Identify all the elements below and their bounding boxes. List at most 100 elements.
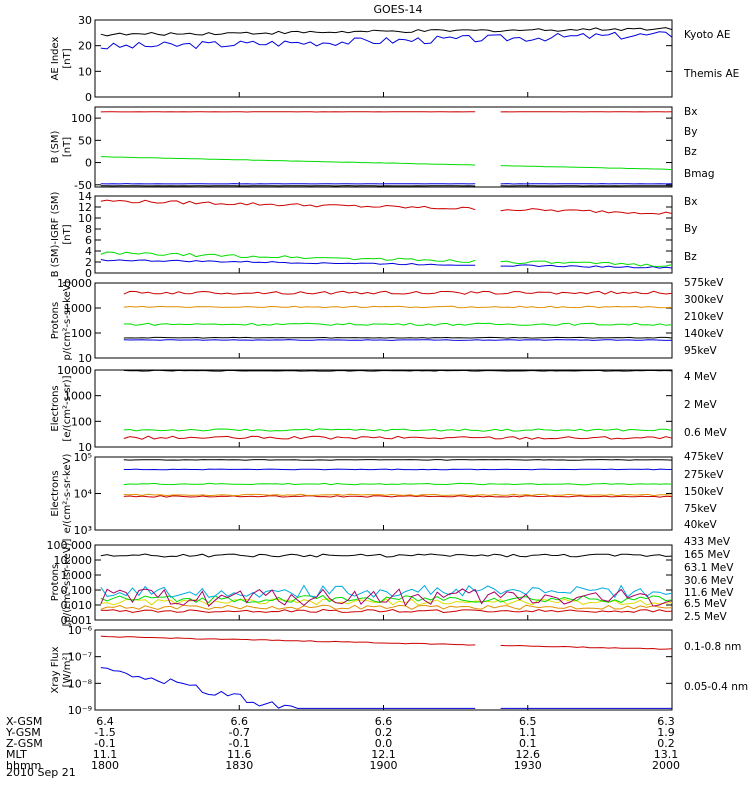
legend-entry: 2 MeV bbox=[684, 399, 718, 411]
y-tick-label: 10⁻⁹ bbox=[68, 704, 92, 717]
y-tick-label: 6 bbox=[85, 234, 92, 247]
y-tick-label: 10 bbox=[78, 65, 92, 78]
x-row-value: -0.1 bbox=[229, 737, 250, 750]
series-line-275kev bbox=[123, 493, 673, 497]
series-line-0-05-0-4-nm bbox=[100, 667, 476, 709]
y-tick-label: 10⁵ bbox=[74, 451, 92, 464]
x-row-value: 12.1 bbox=[371, 748, 396, 761]
series-line-themis-ae bbox=[100, 27, 673, 37]
series-line-30-6-mev bbox=[100, 594, 673, 604]
y-axis-label: [nT] bbox=[62, 48, 73, 68]
y-axis-label: p/(cm²-s-sr-keV) bbox=[62, 280, 73, 360]
y-tick-label: 30 bbox=[78, 14, 92, 27]
series-line-75kev bbox=[123, 468, 673, 471]
y-tick-label: 10⁻⁷ bbox=[68, 651, 92, 664]
y-axis-label: [nT] bbox=[62, 224, 73, 244]
y-tick-label: 0.001 bbox=[61, 614, 93, 627]
legend-entry: By bbox=[684, 223, 697, 235]
series-line-2-5-mev bbox=[100, 553, 673, 558]
panel-frame bbox=[94, 106, 673, 188]
panel-4: 10000 1000 100 10 Protons p/(cm²-s-sr-keV) 575… bbox=[50, 277, 724, 365]
y-tick-label: 1000 bbox=[64, 390, 92, 403]
y-tick-label: 0 bbox=[85, 267, 92, 280]
y-tick-label: 10000 bbox=[57, 277, 92, 290]
y-axis-label: [nT] bbox=[62, 137, 73, 157]
y-tick-label: 10³ bbox=[74, 524, 92, 537]
x-row-value: -1.5 bbox=[94, 726, 115, 739]
series-line-0-1-0-8-nm bbox=[100, 635, 476, 646]
y-tick-label: 10000 bbox=[57, 364, 92, 377]
series-line-165-mev bbox=[100, 604, 673, 611]
x-row-value: 6.3 bbox=[657, 715, 675, 728]
legend-entry: 210keV bbox=[684, 311, 724, 323]
legend-entry: 0.1-0.8 nm bbox=[684, 641, 741, 653]
y-tick-label: 10⁻⁸ bbox=[68, 677, 93, 690]
y-axis-label: Protons bbox=[50, 302, 61, 339]
legend-entry: 30.6 MeV bbox=[684, 575, 734, 587]
series-line-300kev bbox=[123, 305, 673, 309]
legend-entry: 75keV bbox=[684, 503, 718, 515]
y-axis-label: [e/(cm²-s-sr)] bbox=[62, 375, 73, 441]
legend-entry: 165 MeV bbox=[684, 549, 731, 561]
x-row-value: 6.6 bbox=[375, 715, 393, 728]
panel-8: 10⁻⁶ 10⁻⁷ 10⁻⁸ 10⁻⁹ Xray Flux [W/m²] 0.1-0.8 n… bbox=[50, 624, 748, 717]
legend-entry: Bz bbox=[684, 146, 697, 158]
series-line-kyoto-ae bbox=[100, 31, 673, 50]
series-line-by bbox=[100, 156, 476, 166]
series-line-150kev bbox=[123, 482, 673, 486]
legend-entry: Themis AE bbox=[683, 68, 739, 80]
legend-entry: 0.05-0.4 nm bbox=[684, 681, 748, 693]
panel-frame bbox=[94, 456, 673, 531]
y-tick-label: 0 bbox=[85, 91, 92, 104]
legend-entry: 150keV bbox=[684, 486, 724, 498]
y-axis-label: B (SM)-IGRF (SM) bbox=[50, 192, 61, 278]
panel-frame bbox=[94, 195, 673, 274]
legend-entry: 275keV bbox=[684, 469, 724, 481]
y-tick-label: 10 bbox=[78, 441, 92, 454]
x-row-value: 6.6 bbox=[231, 715, 249, 728]
series-line-0-6-mev bbox=[123, 369, 673, 372]
x-row-label: Y-GSM bbox=[5, 726, 41, 739]
y-tick-label: 100 bbox=[71, 112, 92, 125]
y-tick-label: 10⁴ bbox=[74, 488, 93, 501]
x-row-value: 12.6 bbox=[516, 748, 541, 761]
legend-entry: 575keV bbox=[684, 277, 724, 289]
legend-entry: 0.6 MeV bbox=[684, 427, 728, 439]
x-row-value: 1830 bbox=[225, 759, 253, 772]
legend-entry: Bz bbox=[684, 251, 697, 263]
x-row-value: 11.1 bbox=[93, 748, 118, 761]
y-tick-label: 1000 bbox=[64, 302, 92, 315]
y-tick-label: 50 bbox=[78, 134, 92, 147]
x-row-value: 0.0 bbox=[375, 737, 393, 750]
panel-frame bbox=[94, 19, 673, 98]
series-line-bx bbox=[500, 264, 673, 269]
legend-entry: 63.1 MeV bbox=[684, 562, 734, 574]
series-line-by bbox=[100, 251, 476, 263]
legend-entry: 2.5 MeV bbox=[684, 611, 728, 623]
legend-entry: 11.6 MeV bbox=[684, 587, 734, 599]
y-axis-label: [W/m²] bbox=[62, 652, 73, 687]
series-line-2-mev bbox=[123, 428, 673, 432]
series-line-by bbox=[500, 260, 673, 267]
legend-entry: By bbox=[684, 126, 697, 138]
x-row-value: 1930 bbox=[514, 759, 542, 772]
x-axis-table: X-GSM 6.4 6.6 6.6 6.5 6.3 Y-GSM -1.5 -0.7 0.2 1.1 1… bbox=[5, 715, 680, 772]
y-axis-label: Protons bbox=[50, 564, 61, 601]
x-row-value: 6.4 bbox=[96, 715, 114, 728]
series-line-95kev bbox=[123, 336, 673, 339]
panel-7: 100.000 10.000 1.000 0.100 0.010 0.001 Protons… bbox=[47, 536, 735, 627]
y-tick-label: 0 bbox=[85, 157, 92, 170]
y-tick-label: 20 bbox=[78, 40, 92, 53]
series-line-bz bbox=[500, 208, 673, 215]
series-line-bx bbox=[100, 259, 476, 266]
y-axis-label: e/(cm²-s-sr-keV) bbox=[62, 454, 73, 534]
y-axis-label: Electrons bbox=[50, 470, 61, 516]
legend-entry: 6.5 MeV bbox=[684, 598, 728, 610]
panel-5: 10000 1000 100 10 Electrons [e/(cm²-s-sr)] 4 M… bbox=[50, 364, 728, 454]
legend-entry: Bx bbox=[684, 106, 697, 118]
x-row-label: hhmm bbox=[6, 759, 41, 772]
x-row-label: Z-GSM bbox=[6, 737, 43, 750]
x-row-value: 1.1 bbox=[519, 726, 537, 739]
legend-entry: Kyoto AE bbox=[684, 29, 730, 41]
